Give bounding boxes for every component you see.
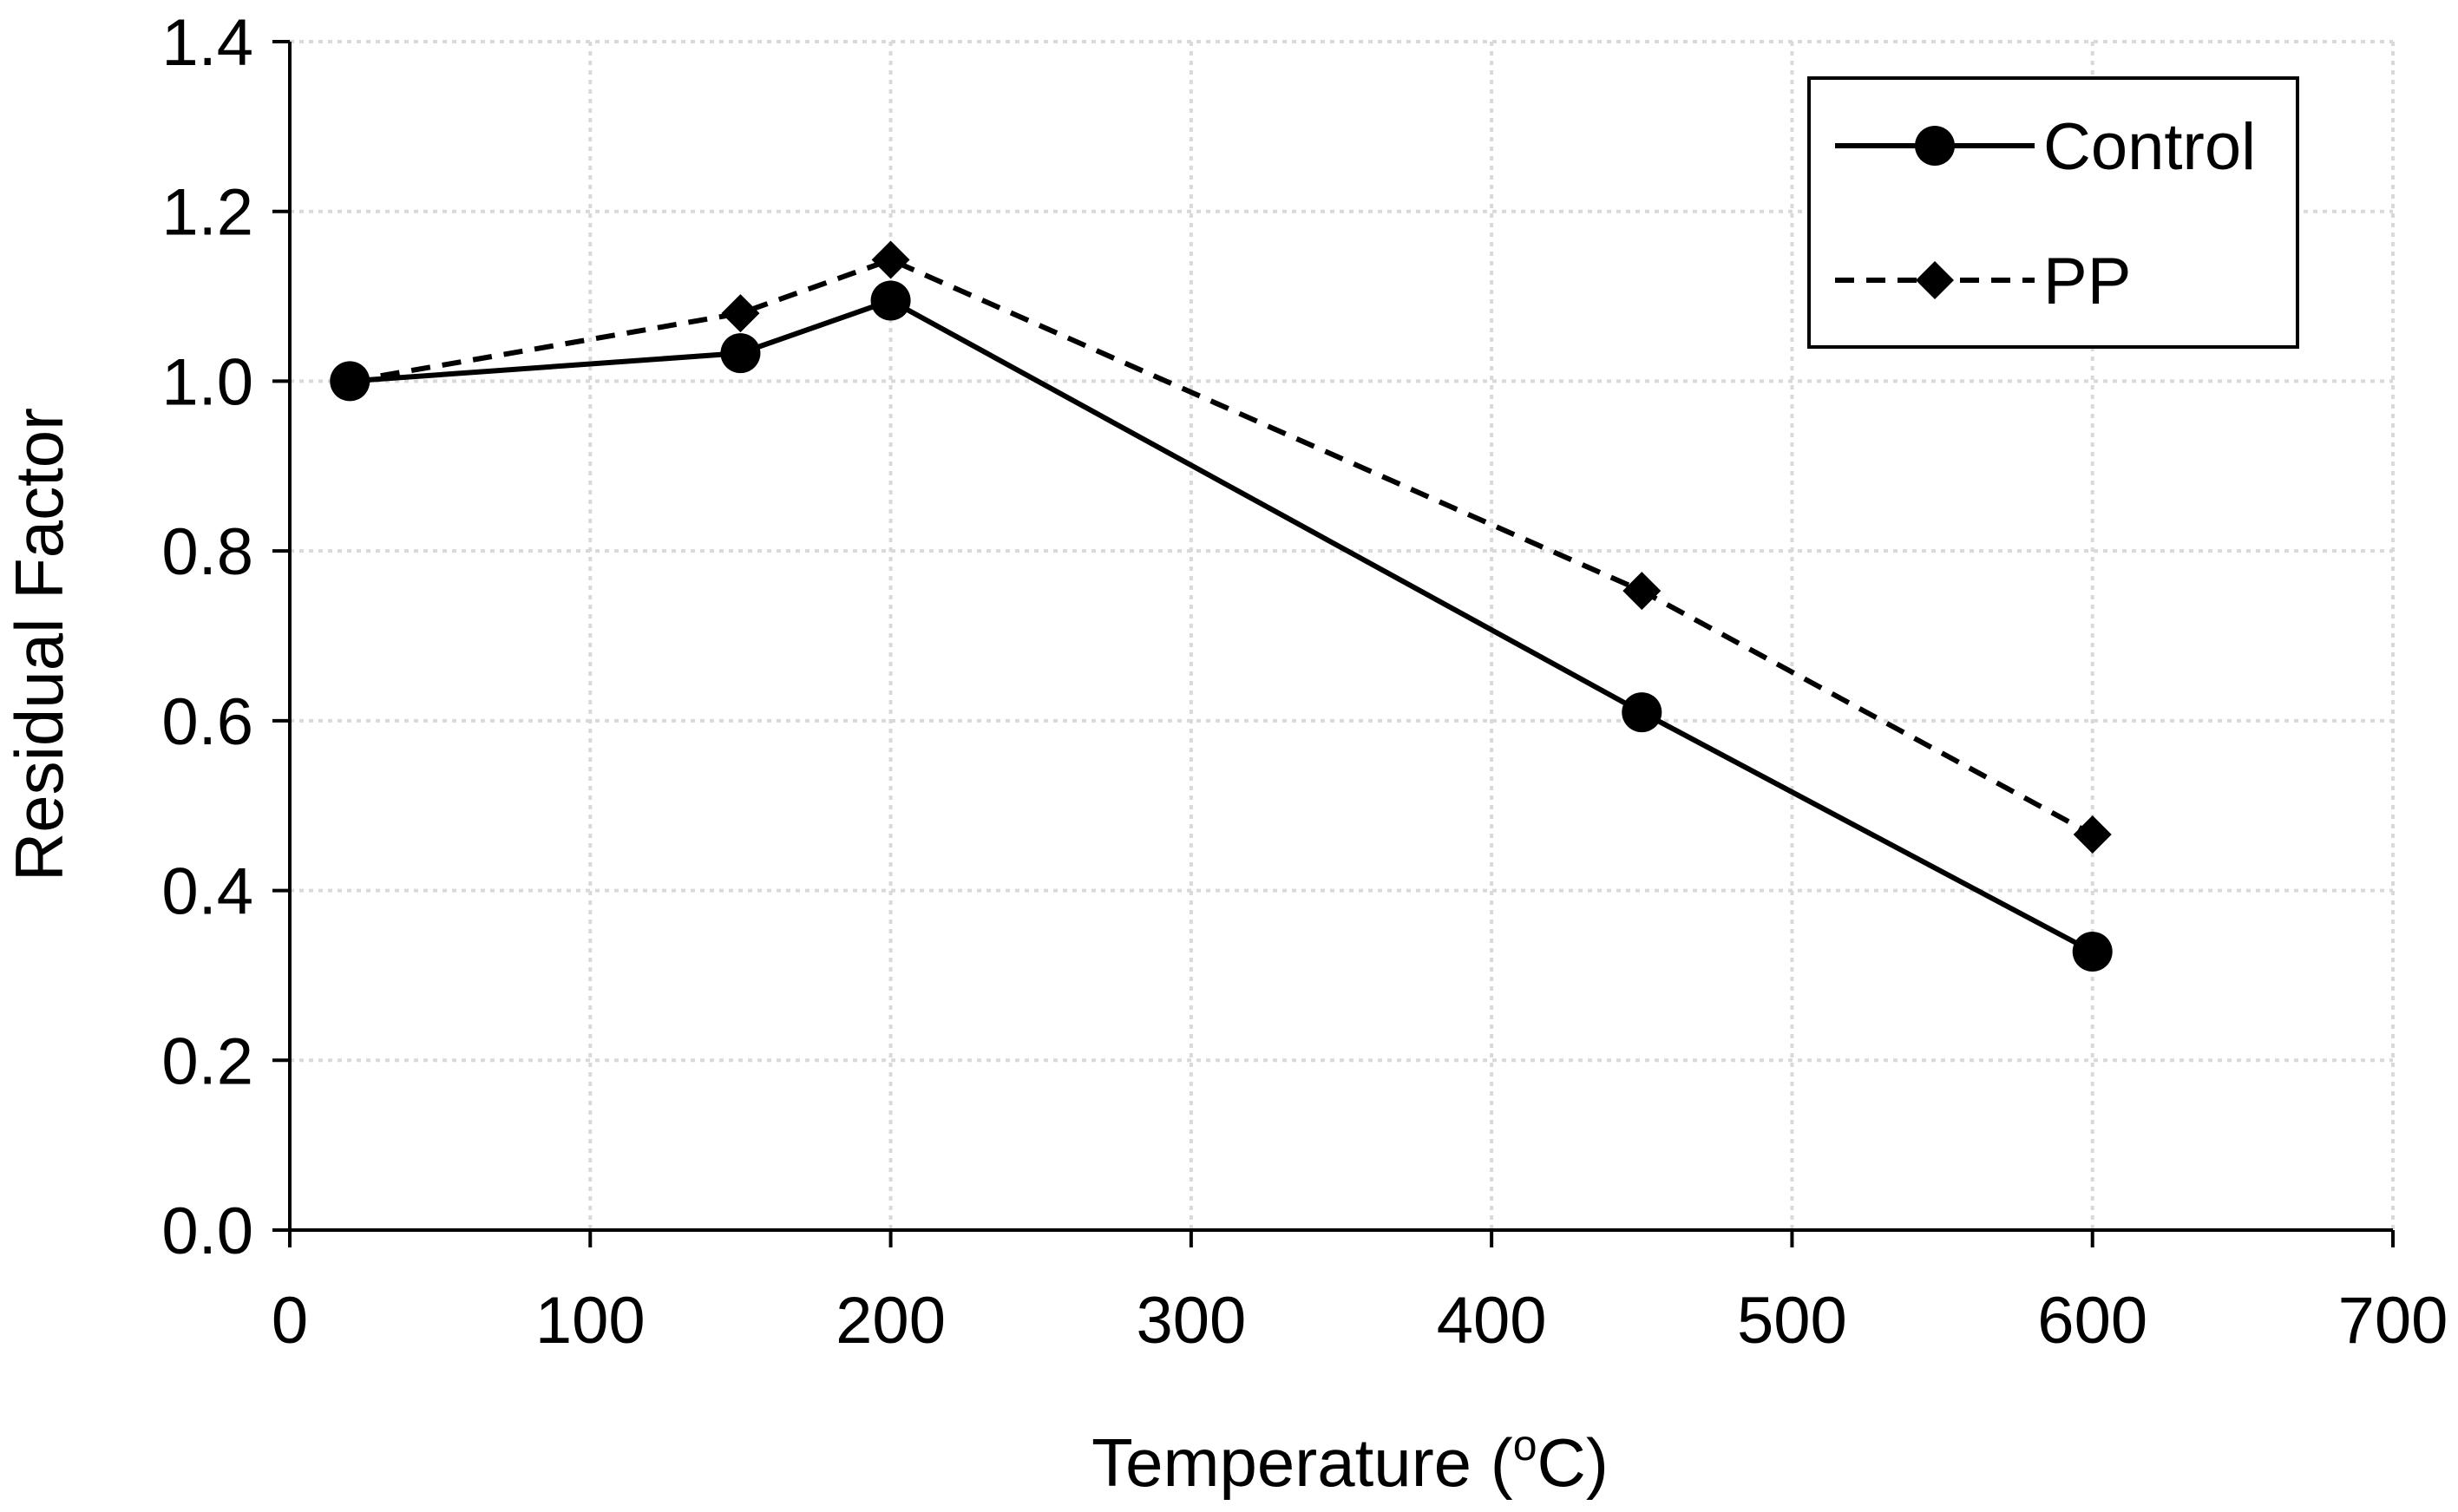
legend: Control PP: [1807, 76, 2299, 349]
data-point-control: [720, 333, 761, 374]
y-tick-label: 1.0: [161, 345, 253, 419]
data-point-pp: [2073, 815, 2112, 854]
legend-entries: Control PP: [1835, 110, 2256, 318]
series-control: [330, 280, 2113, 972]
data-point-pp: [1622, 572, 1662, 611]
legend-box: [1807, 76, 2299, 349]
x-tick-label: 100: [535, 1284, 646, 1358]
grid-layer: [290, 40, 2395, 1230]
x-axis-title: Temperature (oC): [1091, 1421, 1609, 1501]
axes-layer: [288, 42, 2393, 1232]
y-tick-label: 1.4: [161, 6, 253, 80]
y-tick-label: 0.6: [161, 685, 253, 759]
data-point-control: [2072, 932, 2113, 972]
legend-label-control: Control: [2043, 110, 2256, 184]
series-line-control: [350, 298, 2094, 954]
data-point-pp: [871, 240, 910, 279]
x-tick-label: 700: [2338, 1284, 2448, 1358]
legend-marker-pp: [1916, 261, 1954, 299]
legend-entry-control: Control: [1835, 110, 2256, 184]
data-point-control: [1622, 692, 1662, 733]
x-tick-label: 500: [1737, 1284, 1847, 1358]
x-tick-label: 400: [1437, 1284, 1547, 1358]
data-point-control: [330, 361, 370, 402]
y-tick-label: 0.8: [161, 515, 253, 589]
legend-label-pp: PP: [2043, 245, 2131, 318]
series-line-pp: [349, 257, 2094, 837]
y-tick-label: 1.2: [161, 176, 253, 250]
x-tick-label: 300: [1136, 1284, 1246, 1358]
y-tick-label: 0.2: [161, 1024, 253, 1098]
x-tick-label: 600: [2037, 1284, 2147, 1358]
x-tick-label: 0: [272, 1284, 308, 1358]
y-tick-label: 0.0: [161, 1195, 253, 1268]
y-axis-title: Residual Factor: [1, 408, 77, 881]
series-layer: [330, 240, 2113, 972]
legend-entry-pp: PP: [1835, 245, 2131, 318]
x-ticks: 0 100 200 300 400 500 600 700: [272, 1230, 2448, 1358]
data-point-pp: [721, 294, 760, 333]
x-tick-label: 200: [836, 1284, 946, 1358]
y-tick-label: 0.4: [161, 855, 253, 929]
y-ticks: 0.0 0.2 0.4 0.6 0.8 1.0 1.2 1.4: [161, 6, 290, 1268]
legend-marker-control: [1915, 126, 1955, 166]
data-point-control: [870, 280, 911, 321]
